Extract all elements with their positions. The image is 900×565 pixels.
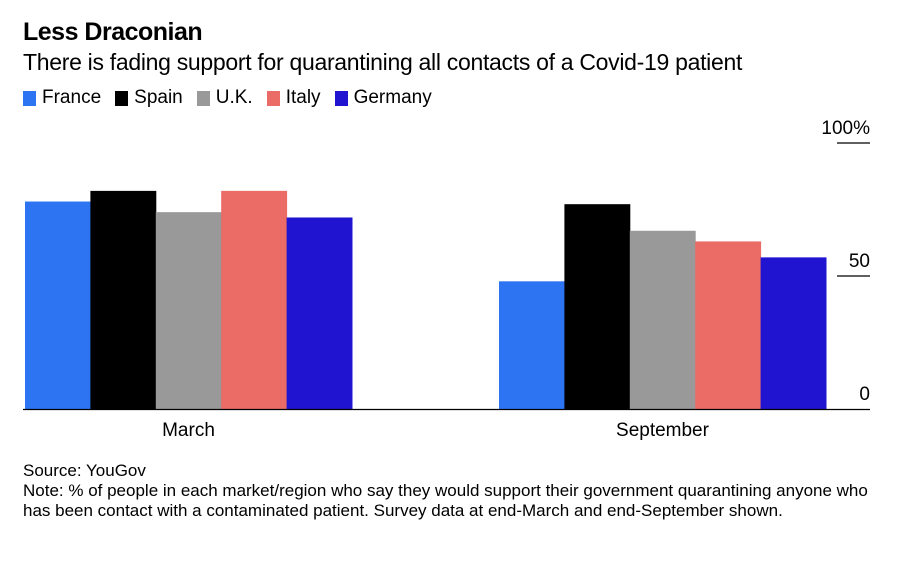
methodology-note: Note: % of people in each market/region …	[23, 481, 868, 520]
y-tick-label: 50	[849, 251, 870, 272]
legend-swatch	[23, 90, 36, 106]
bar-march-france	[25, 201, 91, 409]
legend-swatch	[266, 90, 280, 106]
source-note: Source: YouGov	[23, 461, 146, 480]
legend: France Spain U.K. Italy Germany	[23, 87, 446, 109]
y-tick-label: 0	[859, 384, 870, 405]
legend-swatch	[196, 90, 210, 106]
bar-chart: March September 0 50 100%	[23, 118, 870, 441]
legend-item-italy: Italy	[266, 87, 321, 109]
chart-subtitle: There is fading support for quarantining…	[23, 49, 743, 75]
legend-swatch	[334, 90, 348, 106]
legend-label: U.K.	[215, 87, 253, 108]
bar-september-spain	[564, 204, 631, 409]
bar-september-italy	[695, 241, 762, 409]
bar-march-uk	[155, 212, 222, 409]
x-tick-label: September	[616, 420, 710, 441]
legend-item-france: France	[23, 87, 101, 109]
bar-march-italy	[221, 190, 288, 409]
bar-september-france	[499, 281, 565, 409]
legend-label: France	[42, 87, 102, 108]
legend-label: Germany	[353, 87, 432, 108]
legend-label: Italy	[285, 87, 321, 108]
legend-item-uk: U.K.	[196, 87, 253, 109]
bar-march-spain	[90, 190, 157, 409]
bar-september-germany	[760, 257, 827, 409]
y-tick-label: 100%	[821, 118, 870, 139]
bar-september-uk	[629, 230, 696, 409]
legend-swatch	[115, 90, 129, 106]
legend-item-spain: Spain	[115, 87, 183, 109]
bar-march-germany	[286, 217, 353, 409]
chart-title: Less Draconian	[23, 18, 203, 46]
footer: Source: YouGov Note: % of people in each…	[23, 461, 883, 521]
legend-item-germany: Germany	[334, 87, 432, 109]
legend-label: Spain	[134, 87, 183, 108]
x-tick-label: March	[162, 420, 215, 441]
